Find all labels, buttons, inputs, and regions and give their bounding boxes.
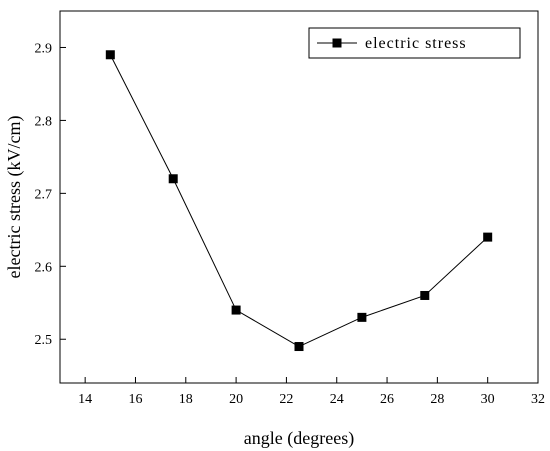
x-tick-label: 26 <box>380 392 394 407</box>
y-tick-label: 2.6 <box>35 260 53 275</box>
x-axis-label: angle (degrees) <box>244 428 354 449</box>
data-point <box>483 232 493 242</box>
data-point <box>231 305 241 315</box>
x-tick-label: 20 <box>229 392 243 407</box>
data-point <box>357 312 367 322</box>
data-point <box>294 342 304 352</box>
x-tick-label: 18 <box>179 392 193 407</box>
legend: electric stress <box>308 27 521 59</box>
x-tick-label: 14 <box>78 392 92 407</box>
series-lines <box>109 54 489 348</box>
x-tick-label: 24 <box>330 392 344 407</box>
series-line <box>109 54 489 348</box>
plot-frame <box>59 10 539 384</box>
plot-border <box>59 10 539 384</box>
x-tick-label: 30 <box>481 392 495 407</box>
x-tick-label: 32 <box>531 392 545 407</box>
x-tick-label: 22 <box>279 392 293 407</box>
y-tick-label: 2.8 <box>35 114 53 129</box>
y-tick-label: 2.5 <box>35 333 53 348</box>
y-axis-label: electric stress (kV/cm) <box>4 116 25 279</box>
legend-label: electric stress <box>365 35 467 52</box>
data-point <box>105 50 115 60</box>
x-tick-label: 28 <box>430 392 444 407</box>
data-point <box>168 174 178 184</box>
y-axis-ticks: 2.5 2.6 2.7 2.8 2.9 <box>35 41 66 348</box>
data-point <box>420 290 430 300</box>
x-axis-ticks: 14 16 18 20 22 24 26 28 30 32 <box>78 377 545 407</box>
y-tick-label: 2.7 <box>35 187 53 202</box>
series-points <box>105 50 493 352</box>
legend-marker-square <box>332 38 342 48</box>
x-tick-label: 16 <box>128 392 142 407</box>
y-tick-label: 2.9 <box>35 41 53 56</box>
